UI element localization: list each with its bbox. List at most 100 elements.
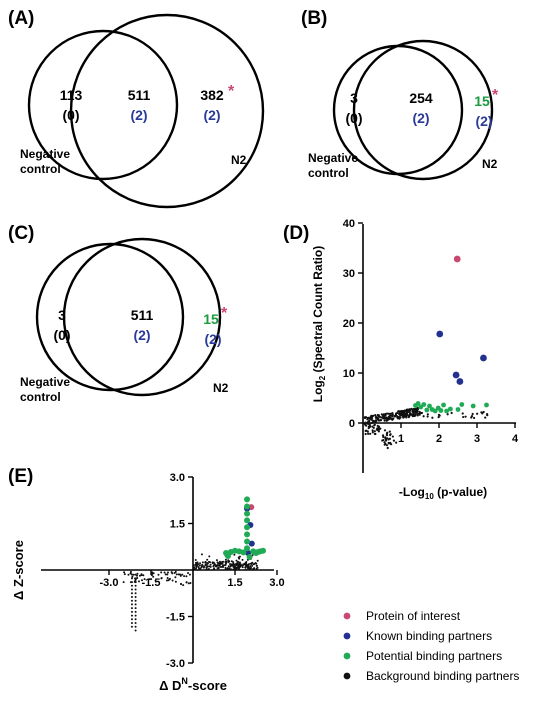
plot-e-background-point	[194, 563, 197, 566]
plot-e-x-tick-label: -3.0	[100, 577, 119, 589]
plot-e-background-point	[130, 610, 133, 613]
plot-e-x-tick-label: 3.0	[269, 577, 284, 589]
plot-e-background-point	[192, 564, 195, 567]
plot-e-background-point	[134, 610, 137, 613]
plot-d-background-point	[374, 416, 378, 419]
plot-e-background-point	[151, 572, 154, 575]
plot-d-potential-point	[470, 403, 476, 409]
plot-e-background-point	[130, 618, 133, 621]
plot-e-background-point	[166, 576, 169, 579]
venn-b-mid-count: 254	[409, 90, 433, 106]
venn-c-star: *	[221, 305, 228, 322]
plot-d-background-point	[403, 412, 406, 415]
plot-e-background-point	[235, 559, 238, 562]
plot-e-background-point	[160, 576, 163, 579]
plot-d-known-point	[480, 354, 487, 362]
plot-e-background-point	[131, 575, 134, 578]
plot-e-background-point	[253, 562, 256, 565]
plot-d-background-point	[407, 415, 410, 419]
venn-b-right-count: 15	[474, 93, 490, 109]
plot-e-background-point	[234, 563, 237, 566]
plot-e-background-point	[245, 561, 248, 564]
plot-e-potential-point	[244, 531, 251, 538]
plot-e-background-point	[217, 562, 220, 565]
plot-e-background-point	[231, 563, 234, 566]
plot-e-background-point	[238, 557, 241, 560]
panel-c: (C) 3 (0) 511 (2) 15 * (2) Negative cont…	[8, 223, 229, 404]
plot-e-background-point	[134, 607, 137, 610]
plot-e-background-point	[163, 571, 166, 574]
plot-e-background-point	[244, 564, 247, 567]
plot-d-background-point	[407, 410, 410, 414]
plot-d-background-point	[387, 442, 391, 445]
plot-d-background-point	[385, 412, 389, 415]
plot-e-y-axis-label: Δ Z-score	[11, 540, 26, 600]
plot-d-background-point	[377, 430, 380, 433]
plot-d-background-point	[384, 437, 387, 440]
plot-d-x-tick-label: 1	[398, 433, 404, 445]
plot-d-background-point	[370, 421, 373, 425]
plot-d-potential-point	[424, 407, 430, 413]
panel-e: (E) 3.01.5-1.5-3.0 -3.0 -1.5 1.5 3.0 Δ DN-s…	[8, 466, 285, 693]
venn-a-right-count: 382	[200, 87, 224, 103]
plot-d-background-point	[367, 432, 370, 435]
plot-d-background-point	[374, 414, 377, 417]
plot-e-highlight-points	[223, 496, 266, 560]
plot-e-background-point	[246, 564, 249, 567]
plot-e-y-tick-label: -1.5	[166, 612, 185, 624]
plot-e-background-point	[166, 571, 169, 574]
venn-a-mid-paren: (2)	[130, 107, 147, 123]
plot-e-background-point	[137, 580, 140, 583]
plot-d-background-point	[379, 418, 383, 422]
plot-d-background-point	[369, 432, 372, 435]
plot-d-background-point	[389, 433, 392, 437]
plot-e-background-point	[130, 581, 133, 584]
plot-e-background-point	[241, 558, 244, 561]
plot-d-background-point	[363, 422, 367, 425]
plot-d-background-point	[397, 412, 401, 415]
plot-d-background-point	[438, 414, 441, 417]
plot-d-background-point	[470, 416, 473, 419]
plot-d-background-point	[363, 416, 367, 420]
plot-d-potential-point	[421, 402, 427, 407]
plot-d-x-tick-label: 3	[474, 433, 480, 445]
plot-e-background-point	[134, 581, 137, 584]
plot-d-background-point	[408, 409, 412, 412]
plot-e-background-point	[219, 562, 222, 565]
plot-d-known-point	[436, 330, 444, 338]
plot-d-background-point	[387, 412, 391, 415]
plot-e-background-point	[209, 563, 212, 566]
legend-interest-marker	[343, 612, 351, 620]
plot-d-background-point	[397, 410, 400, 413]
venn-c-right-count: 15	[203, 311, 219, 327]
plot-e-background-point	[174, 576, 177, 579]
plot-e-background-point	[256, 559, 259, 562]
plot-e-background-point	[130, 577, 133, 580]
plot-d-background-point	[462, 415, 465, 419]
plot-e-background-point	[252, 568, 255, 571]
plot-e-potential-point	[244, 517, 251, 524]
plot-e-background-point	[217, 566, 220, 569]
plot-e-background-point	[222, 566, 225, 569]
plot-d-interest-point	[453, 255, 461, 263]
plot-e-background-point	[183, 575, 186, 578]
plot-e-background-point	[130, 614, 133, 617]
plot-d-potential-point	[438, 408, 444, 413]
plot-e-background-point	[221, 564, 224, 567]
plot-e-background-point	[129, 572, 132, 575]
plot-e-background-point	[134, 599, 137, 602]
plot-e-potential-point	[244, 545, 251, 552]
plot-d-background-point	[419, 411, 423, 415]
plot-d-background-point	[385, 432, 388, 436]
plot-d-background-point	[395, 441, 398, 444]
plot-e-known-point	[248, 540, 255, 547]
plot-d-background-point	[378, 415, 382, 419]
plot-d-background-point	[377, 426, 380, 430]
plot-e-background-point	[226, 567, 229, 570]
plot-d-background-point	[374, 421, 377, 424]
plot-d-background-point	[416, 410, 419, 413]
plot-d-background-point	[426, 413, 429, 416]
plot-e-background-point	[134, 573, 137, 576]
venn-c-mid-paren: (2)	[133, 327, 150, 343]
